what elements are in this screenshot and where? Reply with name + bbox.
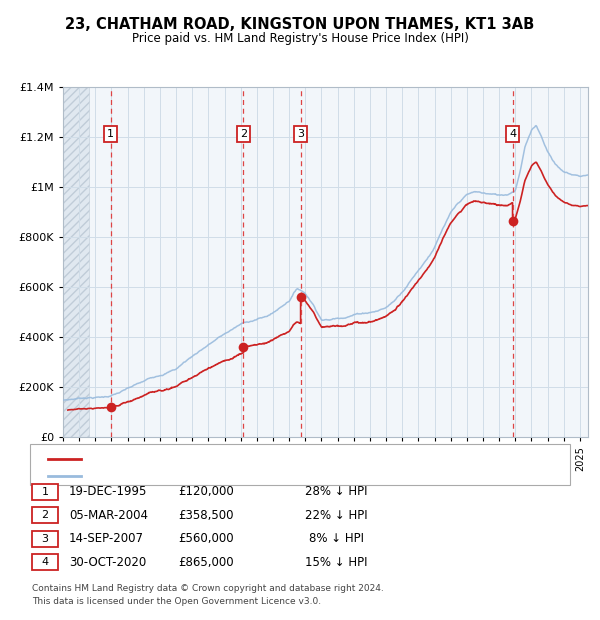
Text: 28% ↓ HPI: 28% ↓ HPI [305, 485, 367, 498]
Text: 23, CHATHAM ROAD, KINGSTON UPON THAMES, KT1 3AB (detached house): 23, CHATHAM ROAD, KINGSTON UPON THAMES, … [87, 454, 497, 464]
Text: 23, CHATHAM ROAD, KINGSTON UPON THAMES, KT1 3AB: 23, CHATHAM ROAD, KINGSTON UPON THAMES, … [65, 17, 535, 32]
Text: 2: 2 [240, 129, 247, 139]
Text: 05-MAR-2004: 05-MAR-2004 [69, 509, 148, 521]
Text: 1: 1 [41, 487, 49, 497]
Text: 30-OCT-2020: 30-OCT-2020 [69, 556, 146, 569]
Text: £358,500: £358,500 [179, 509, 234, 521]
Text: Contains HM Land Registry data © Crown copyright and database right 2024.: Contains HM Land Registry data © Crown c… [32, 584, 383, 593]
Text: HPI: Average price, detached house, Kingston upon Thames: HPI: Average price, detached house, King… [87, 471, 415, 481]
Text: 3: 3 [41, 534, 49, 544]
Text: This data is licensed under the Open Government Licence v3.0.: This data is licensed under the Open Gov… [32, 597, 321, 606]
Bar [63, 87, 89, 437]
Text: £560,000: £560,000 [178, 533, 234, 545]
Text: 4: 4 [41, 557, 49, 567]
Text: 19-DEC-1995: 19-DEC-1995 [69, 485, 148, 498]
Text: £865,000: £865,000 [178, 556, 234, 569]
Text: 15% ↓ HPI: 15% ↓ HPI [305, 556, 367, 569]
Text: 14-SEP-2007: 14-SEP-2007 [69, 533, 144, 545]
Text: 2: 2 [41, 510, 49, 520]
Text: £120,000: £120,000 [178, 485, 234, 498]
Text: 4: 4 [509, 129, 516, 139]
Text: 8% ↓ HPI: 8% ↓ HPI [308, 533, 364, 545]
Text: 1: 1 [107, 129, 115, 139]
Text: 3: 3 [297, 129, 304, 139]
Text: 22% ↓ HPI: 22% ↓ HPI [305, 509, 367, 521]
Text: Price paid vs. HM Land Registry's House Price Index (HPI): Price paid vs. HM Land Registry's House … [131, 32, 469, 45]
